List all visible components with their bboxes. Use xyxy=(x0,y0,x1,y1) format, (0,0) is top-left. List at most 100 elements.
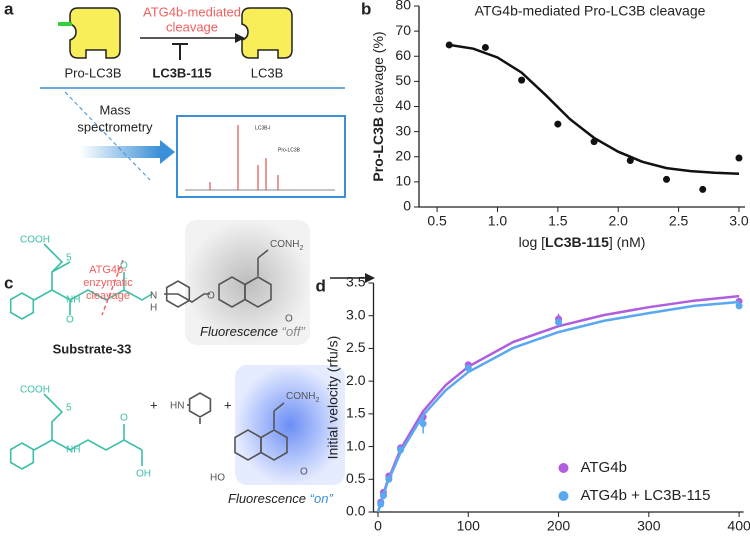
substrate-label: Substrate-33 xyxy=(53,341,132,356)
legend-marker xyxy=(558,463,569,473)
data-point xyxy=(555,318,563,326)
data-point xyxy=(735,154,743,162)
y-tick-label: 0 xyxy=(403,198,411,214)
chem-label: O xyxy=(300,467,308,478)
ring xyxy=(260,429,288,461)
chem-label: CONH2 xyxy=(286,391,319,404)
y-tick-label: 80 xyxy=(395,0,411,13)
y-tick-label: 3.5 xyxy=(346,274,366,290)
reaction-arrow xyxy=(140,33,245,60)
y-tick-label: 2.5 xyxy=(346,339,366,355)
x-tick-label: 200 xyxy=(547,518,571,534)
x-tick-label: 3.0 xyxy=(729,213,749,229)
product-label: LC3B xyxy=(251,65,284,80)
spectrum-label: LC3B-I xyxy=(255,125,271,131)
chem-label: 5 xyxy=(66,403,72,414)
y-tick-label: 1.0 xyxy=(346,437,366,453)
x-axis-label: log [LC3B-115] (nM) xyxy=(519,234,646,250)
ring xyxy=(244,276,272,308)
data-point xyxy=(518,76,526,84)
plus: + xyxy=(150,397,158,412)
chem-label: 5 xyxy=(66,253,72,264)
data-point xyxy=(385,475,393,483)
panel-label: a xyxy=(4,0,14,18)
chem-label: H xyxy=(150,303,157,314)
y-tick-label: 50 xyxy=(395,72,411,88)
data-point xyxy=(590,138,598,146)
chem-label: CONH2 xyxy=(270,239,303,252)
spectrum xyxy=(185,125,335,191)
x-tick-label: 1.0 xyxy=(488,213,508,229)
enzyme-label: ATG4b-mediated xyxy=(143,4,241,19)
y-tick-label: 0.5 xyxy=(346,470,366,486)
chart-title: ATG4b-mediated Pro-LC3B cleavage xyxy=(475,3,706,19)
x-tick-label: 0.5 xyxy=(427,213,447,229)
method-label: spectrometry xyxy=(77,119,153,134)
x-tick-label: 400 xyxy=(727,518,750,534)
plus: + xyxy=(224,397,232,412)
enzyme-label: cleavage xyxy=(166,19,218,34)
x-label-part: LC3B-115 xyxy=(545,234,609,250)
chem-label: COOH xyxy=(20,385,50,396)
y-tick-label: 60 xyxy=(395,47,411,63)
y-label-part: Initial velocity (rfu/s) xyxy=(324,336,340,460)
x-tick-label: 1.5 xyxy=(548,213,568,229)
data-point xyxy=(663,175,671,183)
data-point xyxy=(626,157,634,165)
y-tick-label: 2.0 xyxy=(346,372,366,388)
y-axis-label: Pro-LC3B cleavage (%) xyxy=(370,31,386,181)
y-tick-label: 70 xyxy=(395,22,411,38)
y-axis-label: Initial velocity (rfu/s) xyxy=(324,336,340,460)
gradient-arrow xyxy=(80,140,175,164)
fluorescence-on: Fluorescence “on” xyxy=(228,491,333,506)
chem-label: OH xyxy=(136,469,151,480)
panel-label: d xyxy=(316,276,326,295)
y-label-part: Pro-LC3B xyxy=(370,117,386,182)
legend-label: ATG4b + LC3B-115 xyxy=(581,487,711,504)
data-point xyxy=(397,446,405,454)
legend-marker xyxy=(558,491,569,501)
x-tick-label: 0 xyxy=(374,518,382,534)
y-tick-label: 10 xyxy=(395,173,411,189)
fit-curve xyxy=(376,300,740,513)
x-tick-label: 2.0 xyxy=(608,213,628,229)
ring xyxy=(165,280,191,308)
x-label-part: log [ xyxy=(519,234,546,250)
chem-label: NH xyxy=(66,445,80,456)
chem-label: COOH xyxy=(20,235,50,246)
fit-curve xyxy=(449,43,740,176)
y-tick-label: 40 xyxy=(395,97,411,113)
y-tick-label: 30 xyxy=(395,122,411,138)
chem-label: N xyxy=(150,291,157,302)
cleavage-label: cleavage xyxy=(86,290,130,302)
spectrum-box xyxy=(176,115,346,198)
x-tick-label: 2.5 xyxy=(669,213,689,229)
x-tick-label: 100 xyxy=(457,518,481,534)
x-tick-label: 300 xyxy=(637,518,661,534)
chem-label: O xyxy=(66,315,74,326)
data-point xyxy=(481,43,489,51)
protein xyxy=(58,7,293,59)
chem-label: HN xyxy=(170,401,184,412)
y-tick-label: 20 xyxy=(395,147,411,163)
chem-label: O xyxy=(207,291,215,302)
method-label: Mass xyxy=(99,102,131,117)
panel-label: b xyxy=(361,0,371,18)
cleavage-label: enzymatic xyxy=(83,277,133,289)
substrate-label: Pro-LC3B xyxy=(64,65,121,80)
y-tick-label: 1.5 xyxy=(346,405,366,421)
chem-label: O xyxy=(120,261,128,272)
spectrum-label: Pro-LC3B xyxy=(278,147,301,153)
data-point xyxy=(735,302,743,310)
axes xyxy=(418,6,745,208)
data-point xyxy=(699,185,707,193)
structures xyxy=(9,243,375,470)
data-point xyxy=(379,492,387,500)
dashed-link xyxy=(64,91,151,181)
cleavage-label: ATG4b- xyxy=(89,264,127,276)
legend-label: ATG4b xyxy=(581,459,627,476)
data-point xyxy=(445,41,453,49)
ring xyxy=(9,292,35,320)
ring xyxy=(9,442,35,470)
